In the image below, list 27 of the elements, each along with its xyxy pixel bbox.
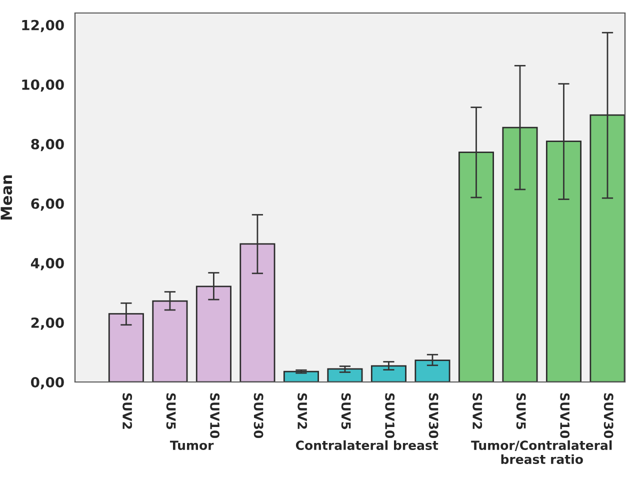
x-tick-label: SUV2	[122, 393, 132, 429]
y-tick-label: 8,00	[31, 138, 64, 152]
text: Tumor/Contralateral breast ratio	[471, 440, 612, 464]
x-tick-label: SUV2	[298, 393, 308, 429]
x-tick-label: SUV10	[385, 393, 395, 438]
bar	[327, 368, 363, 382]
bar	[283, 370, 319, 382]
x-tick-label: SUV2	[472, 393, 482, 429]
x-tick-label: SUV30	[428, 393, 438, 438]
y-tick-label: 10,00	[22, 79, 64, 92]
y-tick-label: 0,00	[30, 376, 64, 390]
y-tick-label: 12,00	[22, 20, 64, 32]
bar	[414, 360, 450, 382]
y-tick-label: 6,00	[31, 198, 64, 211]
x-tick-label: SUV30	[604, 393, 614, 438]
text: Tumor	[170, 440, 214, 450]
y-tick-label: 4,00	[30, 258, 64, 270]
x-tick-label: SUV5	[516, 393, 526, 430]
bar	[370, 365, 406, 382]
x-tick-label: SUV5	[341, 393, 351, 430]
y-axis-title: Mean	[0, 175, 12, 220]
text: Contralateral breast	[296, 440, 438, 450]
y-tick-label: 2,00	[31, 317, 64, 330]
x-tick-label: SUV30	[254, 393, 264, 438]
x-tick-label: SUV5	[166, 393, 176, 430]
x-tick-label: SUV10	[560, 393, 570, 438]
x-tick-label: SUV10	[210, 393, 220, 438]
